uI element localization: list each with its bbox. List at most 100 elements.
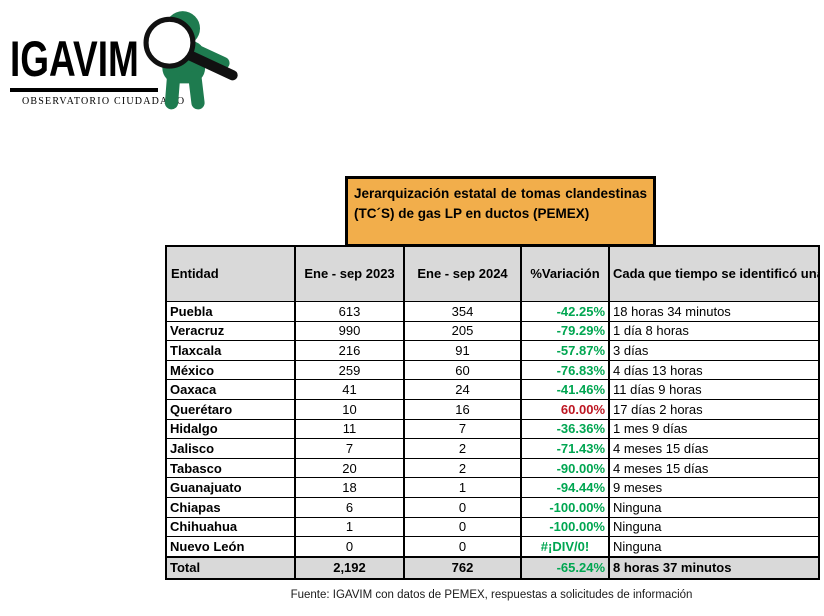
cell-tiempo: 11 días 9 horas — [608, 379, 819, 400]
data-table: Entidad Ene - sep 2023 Ene - sep 2024 %V… — [165, 245, 820, 580]
cell-tiempo: 8 horas 37 minutos — [608, 555, 819, 579]
cell-2023: 41 — [294, 379, 404, 400]
cell-tiempo: 4 meses 15 días — [608, 438, 819, 459]
cell-variacion: -100.00% — [520, 496, 609, 518]
header-row: Entidad Ene - sep 2023 Ene - sep 2024 %V… — [165, 245, 819, 302]
header-2023: Ene - sep 2023 — [294, 245, 404, 302]
cell-tiempo: 1 mes 9 días — [608, 418, 819, 439]
table-row: Veracruz 990 205 -79.29% 1 día 8 horas — [165, 320, 819, 341]
table-row: Tabasco 20 2 -90.00% 4 meses 15 días — [165, 457, 819, 478]
header-tiempo: Cada que tiempo se identificó una toma c… — [608, 245, 819, 302]
cell-variacion: -65.24% — [520, 555, 609, 579]
cell-2024: 2 — [403, 438, 521, 459]
cell-2024: 16 — [403, 398, 521, 420]
cell-tiempo: Ninguna — [608, 516, 819, 537]
cell-variacion: -94.44% — [520, 477, 609, 498]
table-row: México 259 60 -76.83% 4 días 13 horas — [165, 359, 819, 380]
cell-entidad: Total — [165, 555, 295, 579]
cell-2023: 216 — [294, 340, 404, 361]
cell-2024: 7 — [403, 418, 521, 439]
cell-entidad: Nuevo León — [165, 536, 295, 557]
table-row: Oaxaca 41 24 -41.46% 11 días 9 horas — [165, 379, 819, 400]
source-note: Fuente: IGAVIM con datos de PEMEX, respu… — [290, 589, 693, 601]
cell-2023: 11 — [294, 418, 404, 439]
person-magnifying-glass-icon — [136, 4, 262, 121]
cell-2023: 259 — [294, 359, 404, 380]
cell-entidad: Chiapas — [165, 496, 295, 518]
logo-divider — [10, 88, 158, 92]
cell-tiempo: 9 meses — [608, 477, 819, 498]
cell-2023: 990 — [294, 320, 404, 341]
cell-variacion: 60.00% — [520, 398, 609, 420]
cell-2023: 613 — [294, 301, 404, 322]
cell-tiempo: 18 horas 34 minutos — [608, 301, 819, 322]
total-row: Total 2,192 762 -65.24% 8 horas 37 minut… — [165, 555, 819, 579]
cell-entidad: Chihuahua — [165, 516, 295, 537]
cell-entidad: Jalisco — [165, 438, 295, 459]
cell-tiempo: Ninguna — [608, 496, 819, 518]
cell-2024: 60 — [403, 359, 521, 380]
cell-variacion: -79.29% — [520, 320, 609, 341]
table-row: Guanajuato 18 1 -94.44% 9 meses — [165, 477, 819, 498]
logo-subtitle: OBSERVATORIO CIUDADANO — [22, 96, 186, 107]
cell-entidad: Puebla — [165, 301, 295, 322]
cell-tiempo: 4 meses 15 días — [608, 457, 819, 478]
cell-entidad: Oaxaca — [165, 379, 295, 400]
cell-entidad: Hidalgo — [165, 418, 295, 439]
cell-tiempo: 4 días 13 horas — [608, 359, 819, 380]
cell-2024: 0 — [403, 496, 521, 518]
cell-2023: 18 — [294, 477, 404, 498]
cell-tiempo: 1 día 8 horas — [608, 320, 819, 341]
cell-variacion: #¡DIV/0! — [520, 536, 609, 557]
cell-2023: 0 — [294, 536, 404, 557]
cell-2023: 6 — [294, 496, 404, 518]
cell-variacion: -36.36% — [520, 418, 609, 439]
cell-2024: 2 — [403, 457, 521, 478]
table-row: Puebla 613 354 -42.25% 18 horas 34 minut… — [165, 301, 819, 322]
cell-2024: 24 — [403, 379, 521, 400]
cell-2024: 0 — [403, 536, 521, 557]
cell-variacion: -100.00% — [520, 516, 609, 537]
cell-2023: 7 — [294, 438, 404, 459]
table-row: Chihuahua 1 0 -100.00% Ninguna — [165, 516, 819, 537]
cell-entidad: Querétaro — [165, 398, 295, 420]
cell-tiempo: Ninguna — [608, 536, 819, 557]
cell-tiempo: 17 días 2 horas — [608, 398, 819, 420]
table-row: Tlaxcala 216 91 -57.87% 3 días — [165, 340, 819, 361]
header-variacion: %Variación — [520, 245, 609, 302]
title-box: Jerarquización estatal de tomas clandest… — [345, 176, 656, 247]
cell-2024: 91 — [403, 340, 521, 361]
table-row: Jalisco 7 2 -71.43% 4 meses 15 días — [165, 438, 819, 459]
cell-2024: 0 — [403, 516, 521, 537]
cell-variacion: -90.00% — [520, 457, 609, 478]
cell-entidad: Tabasco — [165, 457, 295, 478]
cell-2024: 205 — [403, 320, 521, 341]
cell-variacion: -76.83% — [520, 359, 609, 380]
table-row: Chiapas 6 0 -100.00% Ninguna — [165, 496, 819, 518]
header-2024: Ene - sep 2024 — [403, 245, 521, 302]
header-entidad: Entidad — [165, 245, 295, 302]
cell-tiempo: 3 días — [608, 340, 819, 361]
table-container: Entidad Ene - sep 2023 Ene - sep 2024 %V… — [165, 245, 820, 580]
cell-variacion: -57.87% — [520, 340, 609, 361]
logo-title: IGAVIM — [10, 31, 139, 87]
cell-2023: 10 — [294, 398, 404, 420]
cell-variacion: -71.43% — [520, 438, 609, 459]
table-row: Nuevo León 0 0 #¡DIV/0! Ninguna — [165, 536, 819, 557]
igavim-logo: IGAVIM OBSERVATORIO CIUDADANO — [8, 4, 268, 116]
cell-variacion: -41.46% — [520, 379, 609, 400]
cell-2023: 20 — [294, 457, 404, 478]
cell-2024: 1 — [403, 477, 521, 498]
table-row: Querétaro 10 16 60.00% 17 días 2 horas — [165, 398, 819, 420]
cell-entidad: Veracruz — [165, 320, 295, 341]
cell-entidad: Guanajuato — [165, 477, 295, 498]
cell-2023: 1 — [294, 516, 404, 537]
table-row: Hidalgo 11 7 -36.36% 1 mes 9 días — [165, 418, 819, 439]
cell-entidad: México — [165, 359, 295, 380]
cell-variacion: -42.25% — [520, 301, 609, 322]
cell-2023: 2,192 — [294, 555, 404, 579]
cell-entidad: Tlaxcala — [165, 340, 295, 361]
cell-2024: 762 — [403, 555, 521, 579]
cell-2024: 354 — [403, 301, 521, 322]
